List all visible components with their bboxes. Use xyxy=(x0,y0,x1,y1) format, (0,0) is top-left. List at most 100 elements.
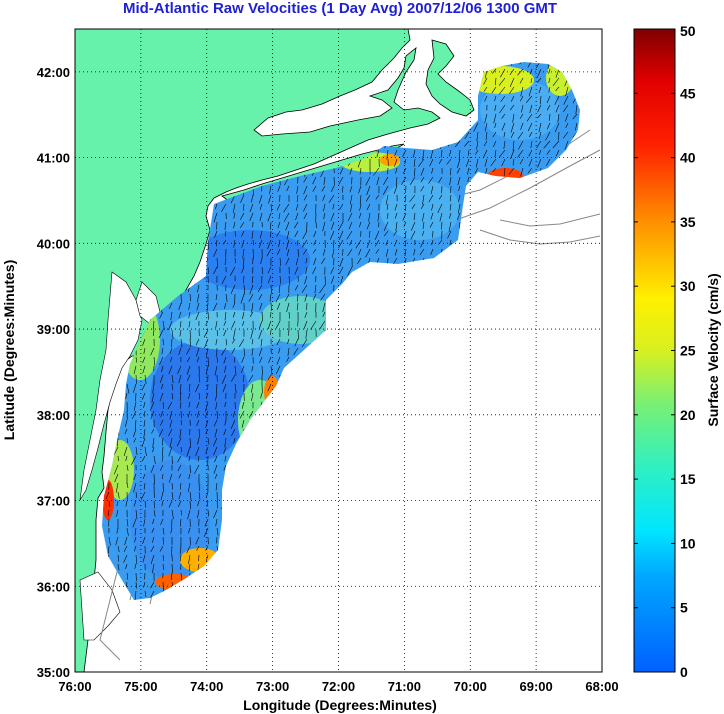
velocity-arrow xyxy=(215,320,218,329)
velocity-arrow xyxy=(179,392,182,402)
velocity-arrow xyxy=(323,203,326,212)
velocity-arrow xyxy=(159,545,164,552)
velocity-arrow xyxy=(197,455,200,462)
velocity-arrow xyxy=(429,221,434,228)
velocity-arrow xyxy=(261,311,263,322)
velocity-arrow xyxy=(492,167,497,173)
velocity-arrow xyxy=(142,365,146,374)
velocity-arrow xyxy=(484,122,488,132)
velocity-arrow xyxy=(297,248,299,257)
velocity-arrow xyxy=(449,239,452,246)
velocity-arrow xyxy=(454,140,461,148)
velocity-arrow xyxy=(216,410,218,420)
velocity-arrow xyxy=(270,284,272,294)
velocity-arrow xyxy=(267,374,272,381)
velocity-arrow xyxy=(395,176,398,187)
velocity-arrow xyxy=(303,212,308,220)
lat-tick-label: 35:00 xyxy=(37,665,70,680)
velocity-arrow xyxy=(188,554,191,564)
velocity-arrow xyxy=(555,104,560,113)
lon-tick-label: 74:00 xyxy=(190,679,223,694)
velocity-arrow xyxy=(169,437,173,448)
velocity-arrow xyxy=(491,68,497,74)
velocity-arrow xyxy=(501,113,506,119)
velocity-arrow xyxy=(223,464,227,471)
velocity-arrow xyxy=(501,122,506,131)
velocity-arrow xyxy=(295,212,299,221)
velocity-arrow xyxy=(323,212,326,220)
velocity-arrow xyxy=(135,509,138,520)
velocity-arrow xyxy=(195,446,200,457)
velocity-arrow xyxy=(125,455,128,461)
velocity-arrow xyxy=(170,527,173,534)
lat-tick-label: 36:00 xyxy=(37,579,70,594)
velocity-arrow xyxy=(142,338,146,346)
velocity-arrow xyxy=(350,194,353,205)
velocity-arrow xyxy=(168,365,173,375)
velocity-arrow xyxy=(171,491,174,501)
velocity-arrow xyxy=(449,194,452,202)
velocity-arrow xyxy=(413,158,416,168)
velocity-arrow xyxy=(358,248,362,256)
velocity-arrow xyxy=(171,383,173,391)
velocity-arrow xyxy=(179,545,182,555)
velocity-arrow xyxy=(230,419,236,430)
colorbar-tick-label: 5 xyxy=(680,600,688,616)
velocity-arrow xyxy=(267,320,272,330)
velocity-arrow xyxy=(349,167,353,175)
velocity-arrow xyxy=(108,500,111,507)
velocity-arrow xyxy=(143,482,146,490)
velocity-arrow xyxy=(151,428,155,434)
velocity-arrow xyxy=(305,257,308,264)
velocity-arrow xyxy=(402,167,407,174)
velocity-arrow xyxy=(169,302,173,309)
velocity-arrow xyxy=(548,77,551,83)
velocity-arrow xyxy=(394,149,398,157)
land-mass xyxy=(75,29,441,672)
velocity-arrow xyxy=(449,149,452,157)
colorbar-scale xyxy=(633,28,676,673)
velocity-arrow xyxy=(339,266,344,274)
velocity-arrow xyxy=(144,446,147,457)
velocity-arrow xyxy=(302,338,308,348)
lon-tick-label: 69:00 xyxy=(520,679,553,694)
velocity-arrow xyxy=(459,221,461,229)
velocity-arrow xyxy=(546,122,551,130)
velocity-arrow xyxy=(203,527,209,537)
velocity-arrow xyxy=(241,266,245,274)
velocity-arrow xyxy=(213,266,218,275)
velocity-arrow xyxy=(552,77,560,86)
velocity-arrow xyxy=(180,419,183,426)
velocity-arrow xyxy=(494,122,497,128)
velocity-arrow xyxy=(125,419,128,427)
velocity-arrow xyxy=(204,518,209,527)
velocity-arrow xyxy=(457,203,461,214)
velocity-arrow xyxy=(179,383,182,394)
velocity-arrow xyxy=(224,419,227,426)
velocity-arrow xyxy=(134,419,137,430)
velocity-arrow xyxy=(377,212,380,222)
velocity-arrow xyxy=(107,509,110,517)
velocity-arrow xyxy=(418,158,425,167)
velocity-arrow xyxy=(213,302,218,311)
velocity-arrow xyxy=(161,365,164,373)
velocity-arrow xyxy=(422,212,425,222)
velocity-arrow xyxy=(224,455,227,462)
velocity-arrow xyxy=(224,365,227,373)
velocity-arrow xyxy=(412,149,416,158)
velocity-arrow xyxy=(251,365,254,372)
velocity-arrow xyxy=(312,176,317,185)
velocity-arrow xyxy=(133,401,137,411)
velocity-arrow xyxy=(132,518,137,528)
velocity-arrow xyxy=(320,293,326,301)
velocity-arrow xyxy=(153,509,156,517)
velocity-arrow xyxy=(288,311,290,319)
velocity-arrow xyxy=(275,293,281,303)
velocity-arrow xyxy=(530,140,533,149)
velocity-arrow xyxy=(332,248,335,258)
velocity-arrow xyxy=(207,437,210,445)
velocity-arrow xyxy=(414,167,416,177)
velocity-arrow xyxy=(239,338,245,347)
velocity-arrow xyxy=(213,464,218,474)
velocity-arrow xyxy=(304,275,308,285)
